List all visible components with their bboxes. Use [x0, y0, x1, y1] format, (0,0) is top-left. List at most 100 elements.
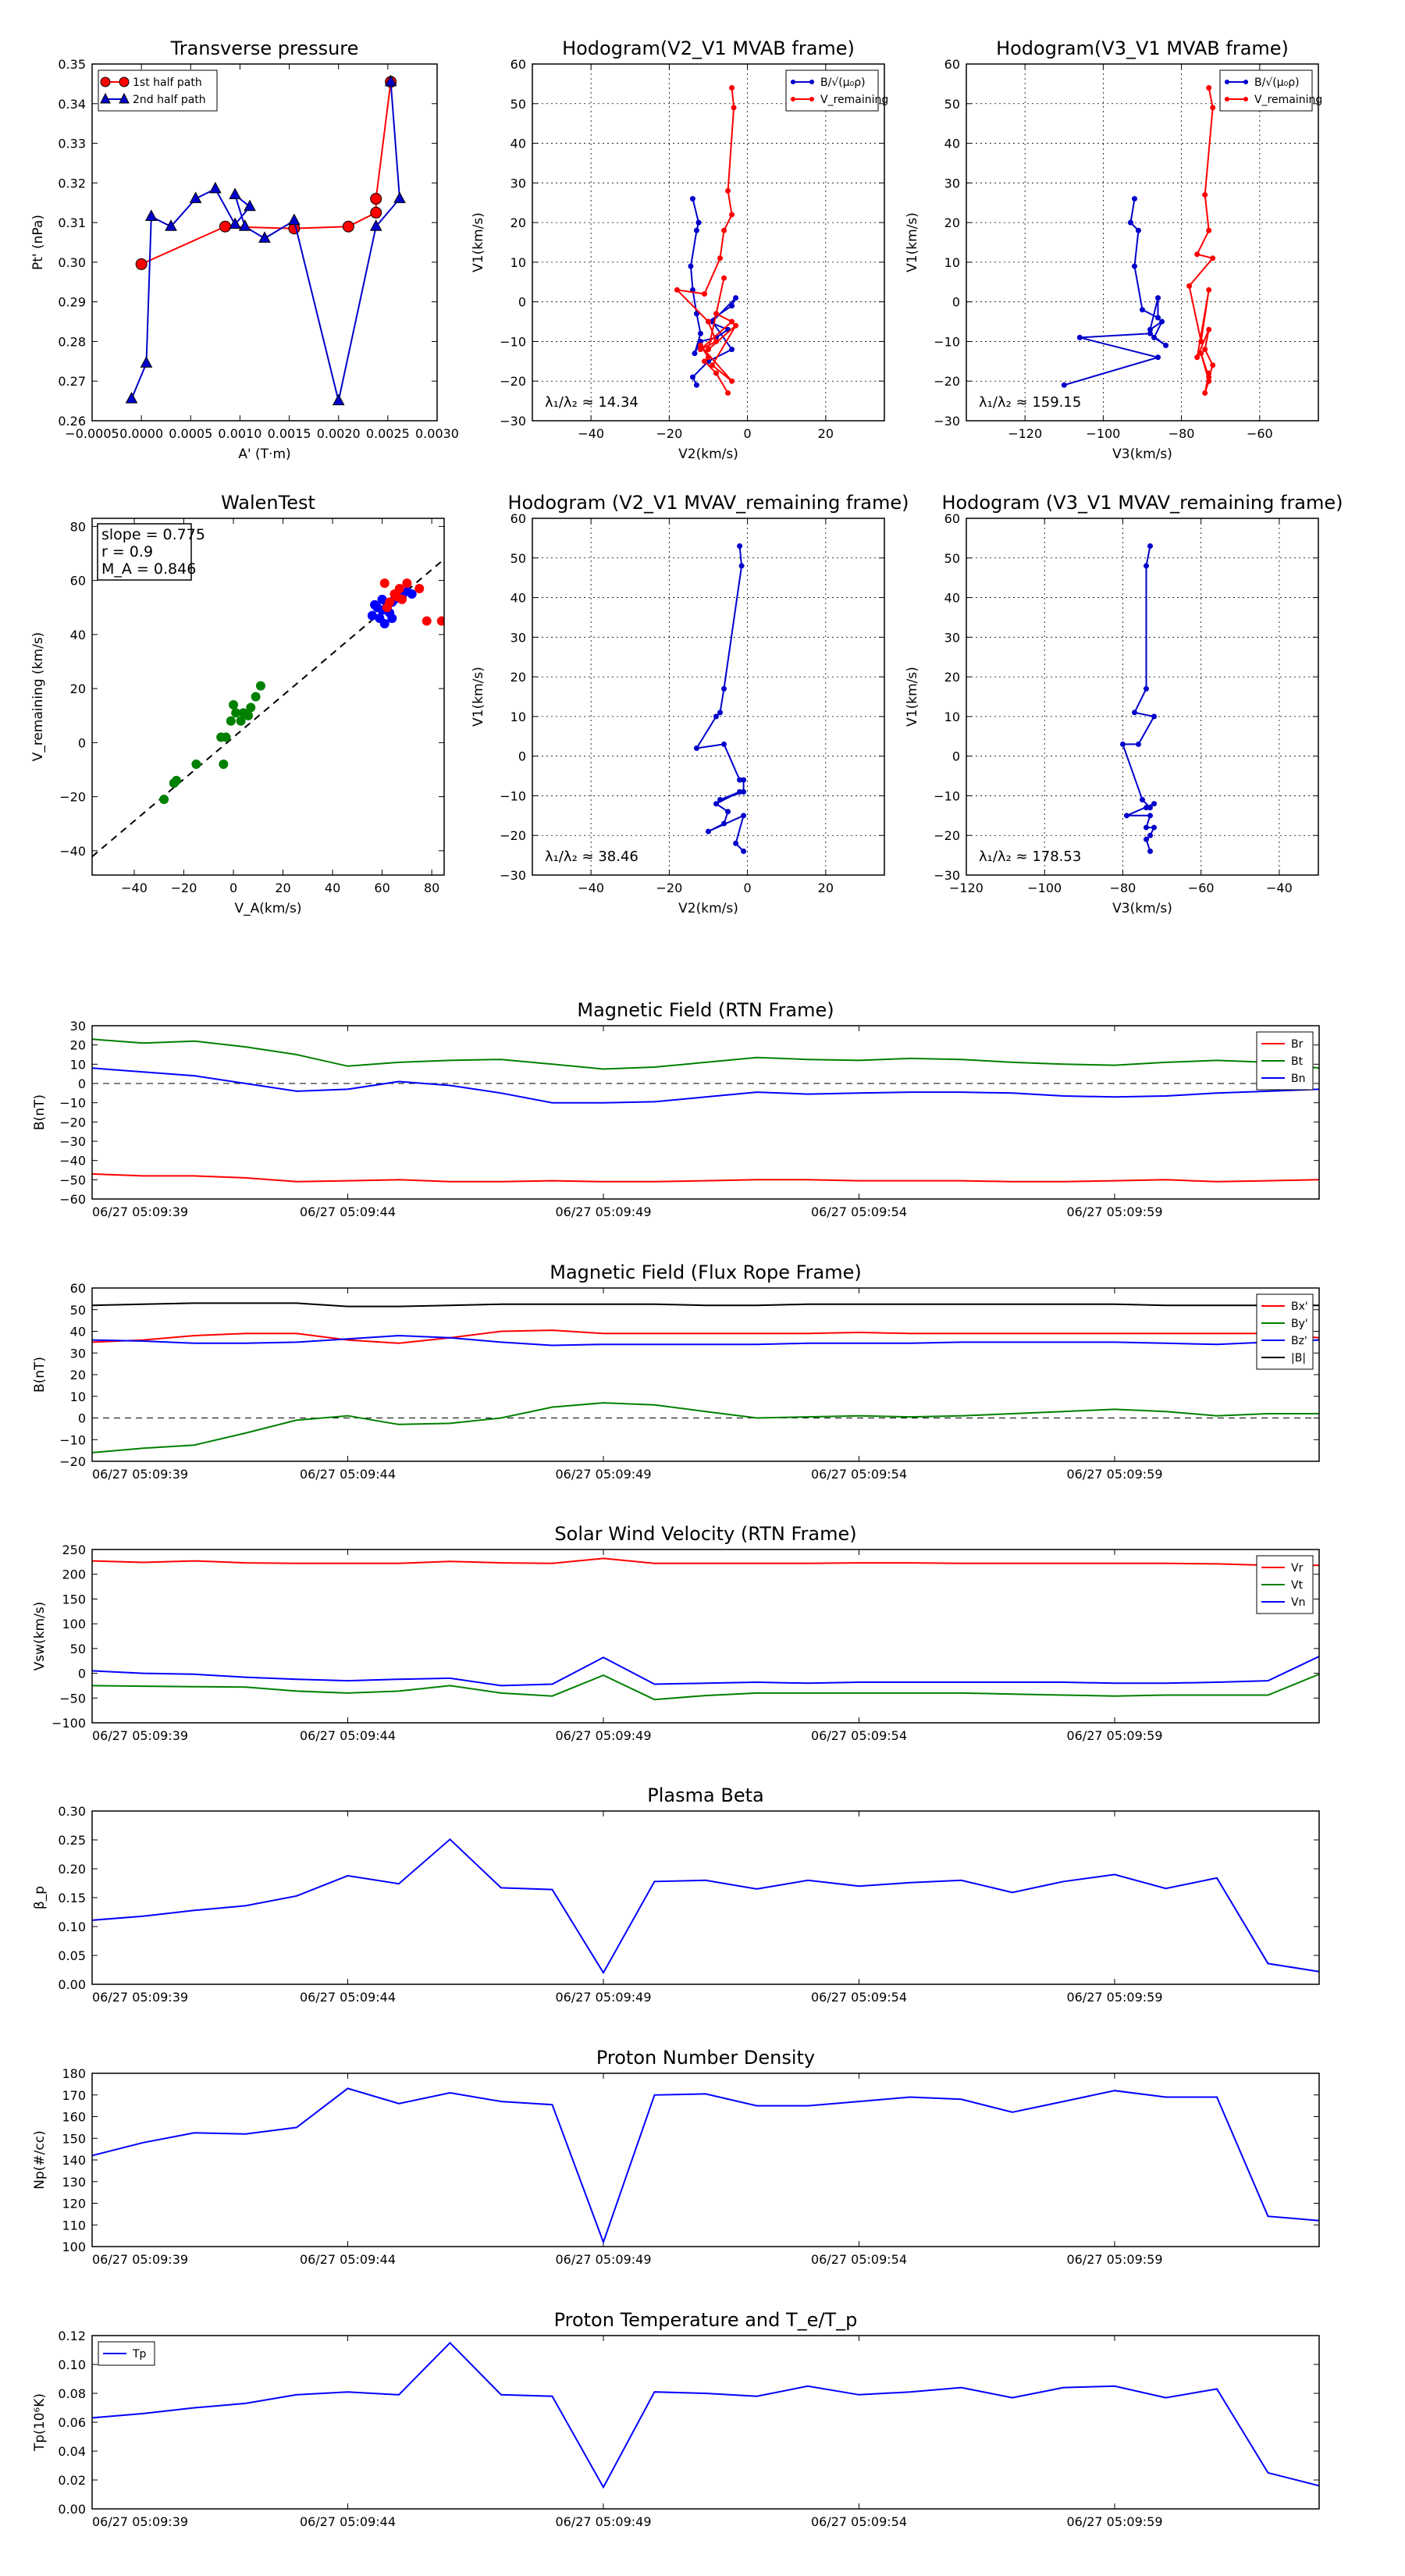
data-point	[693, 311, 699, 317]
data-point	[219, 220, 231, 233]
data-point	[1198, 338, 1204, 344]
data-point	[1144, 824, 1150, 831]
plot-area	[693, 543, 747, 855]
data-point	[229, 217, 241, 229]
data-point	[721, 685, 727, 692]
data-point	[1210, 105, 1216, 111]
x-tick-label: 0	[744, 881, 752, 895]
data-point	[1194, 354, 1200, 361]
eigenvalue-ratio: λ₁/λ₂ ≈ 38.46	[545, 849, 638, 865]
y-tick-label: 0.00	[58, 1977, 86, 1992]
y-tick-label: 0.05	[58, 1948, 86, 1963]
y-tick-label: 0	[78, 1076, 86, 1091]
y-tick-label: 60	[70, 574, 86, 589]
plot-area	[1119, 543, 1158, 855]
data-point	[209, 181, 222, 194]
legend-label: Vt	[1291, 1579, 1304, 1592]
x-tick-label: 0.0000	[119, 426, 163, 441]
data-point	[1135, 227, 1141, 233]
x-tick-label: 0	[229, 881, 237, 895]
data-point	[229, 187, 241, 200]
y-tick-label: 0.10	[58, 1920, 86, 1934]
legend: Bx' By' Bz' |B|	[1256, 1293, 1314, 1370]
legend: 1st half path 2nd half path	[98, 69, 218, 112]
x-tick-label: 06/27 05:09:39	[92, 1990, 188, 2005]
y-tick-label: 40	[70, 1325, 86, 1340]
legend-label: By'	[1291, 1318, 1308, 1330]
legend-frame	[785, 69, 879, 112]
x-tick-label: 06/27 05:09:49	[555, 1728, 651, 1743]
chart-title: Hodogram (V3_V1 MVAV_remaining frame)	[941, 492, 1343, 514]
chart-title: Transverse pressure	[170, 37, 359, 59]
y-tick-label: 140	[62, 2153, 86, 2168]
data-point	[706, 354, 711, 361]
legend-marker	[791, 80, 795, 84]
data-point	[1186, 283, 1193, 289]
data-point	[1155, 354, 1161, 361]
scatter-point	[402, 578, 412, 589]
y-axis-label: B(nT)	[32, 1094, 48, 1130]
y-axis-label: V1(km/s)	[905, 667, 920, 727]
data-point	[721, 227, 727, 233]
series-b-line	[92, 1302, 1319, 1308]
data-point	[1140, 307, 1145, 313]
chart-title: Proton Number Density	[596, 2047, 815, 2069]
y-tick-label: 60	[944, 57, 960, 72]
x-tick-label: 06/27 05:09:39	[92, 2252, 188, 2267]
plot-area	[1061, 84, 1216, 396]
data-point	[717, 255, 724, 262]
data-point	[706, 347, 711, 353]
scatter-point	[251, 692, 261, 702]
x-tick-label: 80	[424, 881, 439, 895]
x-tick-label: −40	[578, 881, 604, 895]
x-tick-label: 0.0025	[366, 426, 410, 441]
data-point	[258, 231, 271, 243]
y-tick-label: 30	[70, 1019, 86, 1034]
series-v-remaining-line	[1188, 87, 1215, 393]
axes-frame	[966, 63, 1319, 422]
y-tick-label: 110	[62, 2218, 86, 2233]
data-point	[1147, 805, 1154, 811]
y-tick-label: 0	[78, 735, 86, 750]
legend-marker	[119, 92, 130, 104]
y-tick-label: 50	[70, 1642, 86, 1656]
y-tick-label: 20	[510, 670, 526, 685]
data-point	[393, 191, 406, 204]
x-axis-label: V3(km/s)	[1112, 447, 1172, 462]
y-tick-label: 170	[62, 2088, 86, 2103]
y-tick-label: 0.04	[58, 2444, 86, 2459]
chart-hodogram-v2-mvav: Hodogram (V2_V1 MVAV_remaining frame) −40…	[471, 492, 909, 916]
y-tick-label: −20	[59, 1115, 86, 1130]
stats-line: M_A = 0.846	[101, 560, 196, 578]
y-tick-label: 10	[944, 710, 960, 724]
data-point	[1144, 805, 1150, 811]
legend-marker	[1225, 97, 1229, 101]
data-point	[342, 220, 354, 233]
chart-proton-temperature: Proton Temperature and T_e/T_p 06/27 05:0…	[32, 2309, 1320, 2529]
x-tick-label: 06/27 05:09:44	[300, 1728, 396, 1743]
y-tick-label: 10	[944, 255, 960, 270]
scatter-point	[231, 708, 241, 718]
data-point	[697, 330, 703, 336]
legend: B/√(μ₀ρ) V_remaining	[1219, 69, 1322, 112]
data-point	[733, 322, 739, 329]
y-tick-label: −20	[500, 828, 526, 843]
plot-area	[92, 1302, 1319, 1453]
data-point	[733, 840, 739, 846]
data-point	[737, 777, 743, 783]
y-tick-label: 50	[510, 551, 526, 566]
x-tick-label: 20	[275, 881, 290, 895]
data-point	[693, 745, 699, 752]
y-tick-label: 0.08	[58, 2386, 86, 2401]
data-point	[370, 206, 382, 219]
data-point	[1155, 295, 1161, 301]
chart-magnetic-field-flux-rope: Magnetic Field (Flux Rope Frame) 06/27 05…	[32, 1261, 1320, 1482]
x-tick-label: −40	[1266, 881, 1293, 895]
x-tick-label: 0	[744, 426, 752, 441]
x-tick-label: −100	[1027, 881, 1062, 895]
data-point	[713, 311, 720, 317]
data-point	[725, 187, 731, 194]
y-tick-label: 0.10	[58, 2357, 86, 2372]
y-tick-label: −20	[59, 1454, 86, 1469]
x-tick-label: 06/27 05:09:49	[555, 1204, 651, 1219]
